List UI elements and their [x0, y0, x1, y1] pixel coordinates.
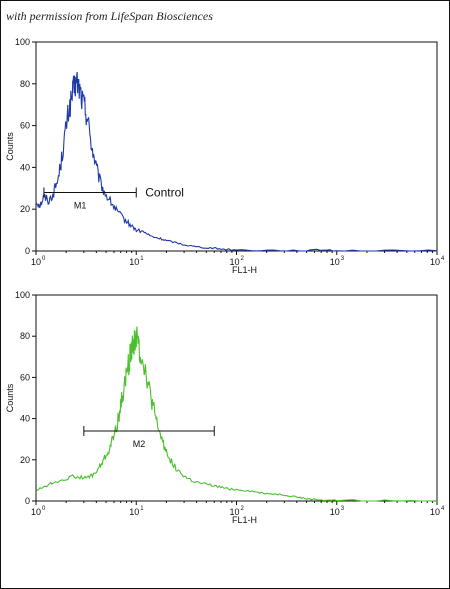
y-axis-label: Counts [5, 132, 15, 161]
permission-caption: with permission from LifeSpan Bioscience… [6, 9, 213, 23]
y-tick-label: 80 [20, 331, 30, 341]
x-tick-label: 10 [330, 507, 340, 517]
x-tick-label: 10 [430, 507, 440, 517]
marker-gate-label: M2 [133, 439, 146, 449]
y-tick-label: 60 [20, 372, 30, 382]
x-tick-label: 10 [229, 257, 239, 267]
marker-gate-label: M1 [74, 200, 87, 210]
y-tick-label: 100 [15, 290, 30, 300]
x-tick-label: 10 [330, 257, 340, 267]
x-tick-exponent: 1 [140, 506, 144, 512]
plot-area [35, 294, 438, 502]
y-tick-label: 20 [20, 204, 30, 214]
x-tick-label: 10 [31, 257, 41, 267]
control-annotation: Control [145, 185, 184, 199]
x-tick-exponent: 4 [441, 506, 445, 512]
x-tick-exponent: 4 [441, 256, 445, 262]
x-tick-exponent: 1 [140, 256, 144, 262]
x-tick-label: 10 [430, 257, 440, 267]
x-tick-label: 10 [129, 507, 139, 517]
x-tick-exponent: 2 [241, 506, 245, 512]
x-tick-label: 10 [31, 507, 41, 517]
histogram-series-line [35, 326, 438, 502]
y-tick-label: 80 [20, 79, 30, 89]
x-tick-exponent: 0 [42, 256, 46, 262]
y-tick-label: 60 [20, 121, 30, 131]
x-tick-label: 10 [229, 507, 239, 517]
y-tick-label: 100 [15, 37, 30, 47]
y-axis-label: Counts [5, 383, 15, 412]
plot-area [35, 41, 438, 252]
x-axis-label: FL1-H [232, 515, 257, 525]
y-tick-label: 40 [20, 162, 30, 172]
histogram-series-line [35, 71, 438, 252]
y-tick-label: 0 [25, 246, 30, 256]
x-tick-label: 10 [129, 257, 139, 267]
x-tick-exponent: 0 [42, 506, 46, 512]
x-tick-exponent: 3 [341, 256, 345, 262]
x-tick-exponent: 2 [241, 256, 245, 262]
y-tick-label: 40 [20, 414, 30, 424]
y-tick-label: 20 [20, 455, 30, 465]
y-tick-label: 0 [25, 496, 30, 506]
x-axis-label: FL1-H [232, 265, 257, 275]
x-tick-exponent: 3 [341, 506, 345, 512]
